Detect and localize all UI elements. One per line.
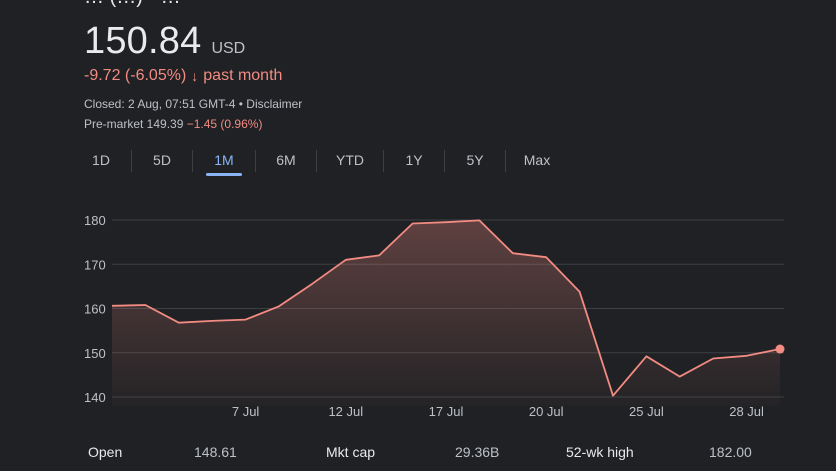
premarket-change: −1.45 (0.96%) [186, 117, 263, 131]
stat-label-52wk-high: 52-wk high [566, 444, 634, 460]
company-title: … (…) · … [84, 0, 181, 9]
change-value: -9.72 (-6.05%) [84, 67, 187, 84]
tab-divider [383, 150, 384, 172]
change-period: past month [203, 67, 283, 84]
tab-5d[interactable]: 5D [153, 152, 171, 168]
x-tick-label: 12 Jul [328, 404, 363, 419]
tab-divider [131, 150, 132, 172]
x-tick-label: 7 Jul [232, 404, 260, 419]
current-price: 150.84 [84, 20, 202, 62]
tab-divider [192, 150, 193, 172]
stat-label-mkt-cap: Mkt cap [326, 444, 376, 460]
tab-divider [444, 150, 445, 172]
tab-ytd[interactable]: YTD [336, 152, 364, 168]
y-tick-label: 150 [84, 346, 106, 361]
stat-value-open: 148.61 [194, 444, 237, 460]
x-tick-label: 28 Jul [729, 404, 764, 419]
price-row: 150.84 USD [84, 20, 245, 63]
x-tick-label: 20 Jul [529, 404, 564, 419]
arrow-down-icon: ↓ [191, 68, 199, 84]
price-line [111, 219, 781, 397]
currency-label: USD [211, 40, 246, 57]
premarket-info: Pre-market 149.39 −1.45 (0.96%) [84, 117, 262, 131]
tab-1y[interactable]: 1Y [405, 152, 423, 168]
premarket-label: Pre-market 149.39 [84, 117, 184, 131]
y-tick-label: 140 [84, 390, 106, 405]
stat-value-52wk-high: 182.00 [709, 444, 752, 460]
range-tabs: 1D 5D 1M 6M YTD 1Y 5Y Max [84, 146, 555, 176]
price-chart[interactable]: 140 150 160 170 180 7 Jul 12 Jul 17 Jul 20 Jul 25… [0, 196, 836, 426]
tab-5y[interactable]: 5Y [466, 152, 484, 168]
key-stats: Open 148.61 Mkt cap 29.36B 52-wk high 18… [0, 444, 836, 464]
x-tick-label: 25 Jul [629, 404, 664, 419]
tab-divider [255, 150, 256, 172]
tab-1m[interactable]: 1M [206, 146, 242, 176]
tab-max[interactable]: Max [523, 152, 551, 168]
price-change: -9.72 (-6.05%) ↓ past month [84, 67, 282, 85]
y-tick-label: 180 [84, 213, 106, 228]
tab-6m[interactable]: 6M [276, 152, 296, 168]
tab-1d[interactable]: 1D [92, 152, 110, 168]
y-tick-label: 170 [84, 257, 106, 272]
tab-divider [316, 150, 317, 172]
price-area [112, 220, 780, 406]
last-price-marker [775, 344, 785, 354]
stat-value-mkt-cap: 29.36B [455, 444, 500, 460]
y-tick-label: 160 [84, 302, 106, 317]
closed-info: Closed: 2 Aug, 07:51 GMT-4 • Disclaimer [84, 97, 303, 111]
stat-label-open: Open [88, 444, 123, 460]
x-tick-label: 17 Jul [429, 404, 464, 419]
tab-divider [505, 150, 506, 172]
